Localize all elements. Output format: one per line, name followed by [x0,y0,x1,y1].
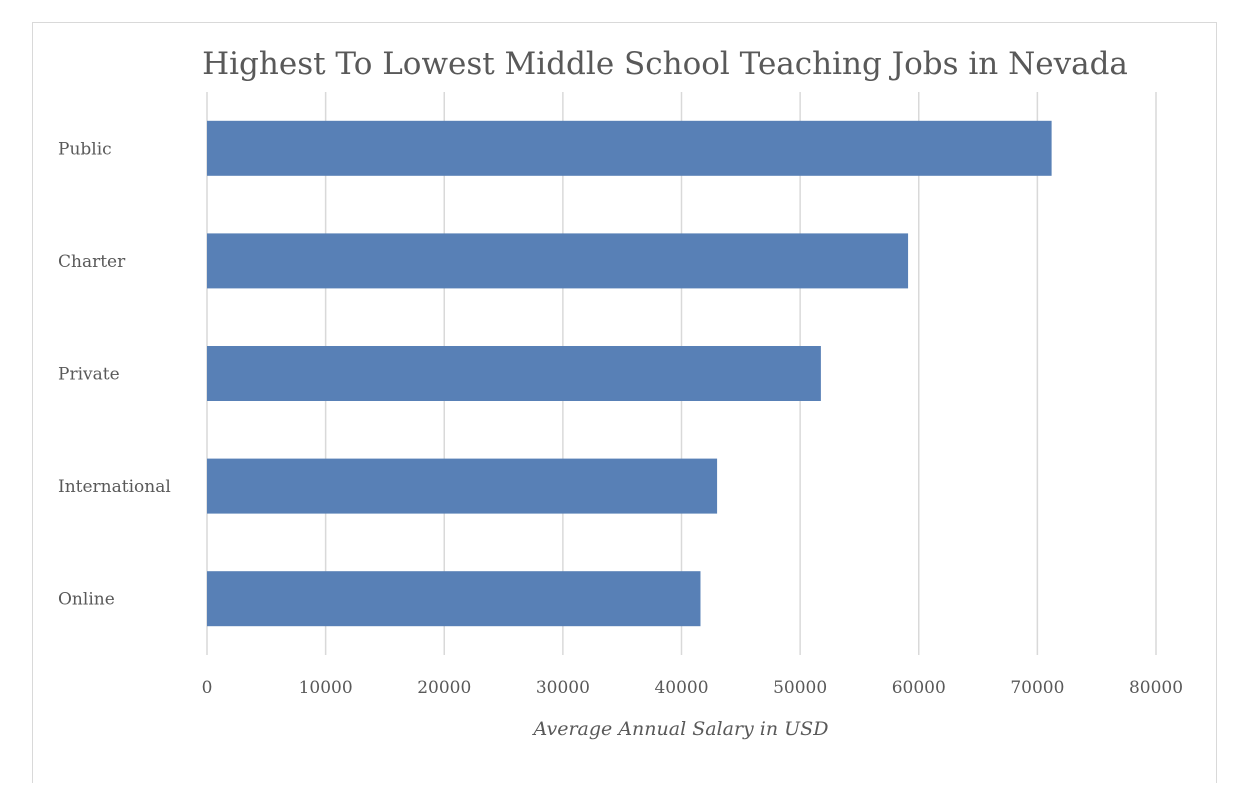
x-axis-label: Average Annual Salary in USD [532,718,829,740]
x-tick-label: 10000 [299,678,353,698]
x-tick-label: 20000 [417,678,471,698]
x-tick-label: 50000 [773,678,827,698]
category-label: International [58,477,171,497]
bar-public [207,120,1052,176]
category-label: Charter [58,252,126,272]
bar-international [207,458,718,514]
x-tick-label: 70000 [1010,678,1064,698]
chart-title: Highest To Lowest Middle School Teaching… [202,46,1128,82]
bar-private [207,346,821,401]
x-tick-label: 60000 [892,678,946,698]
x-tick-labels: 0 10000 20000 30000 40000 50000 60000 70000 8000… [202,678,1183,698]
bar-online [207,571,701,627]
category-label: Private [58,365,120,385]
x-tick-label: 30000 [536,678,590,698]
x-tick-label: 80000 [1129,678,1183,698]
bar-charter [207,233,909,289]
category-label: Public [58,139,112,159]
bars [207,120,1052,627]
x-tick-label: 0 [202,678,213,698]
category-labels: Public Charter Private International Online [58,139,171,609]
category-label: Online [58,590,115,610]
x-tick-label: 40000 [654,678,708,698]
